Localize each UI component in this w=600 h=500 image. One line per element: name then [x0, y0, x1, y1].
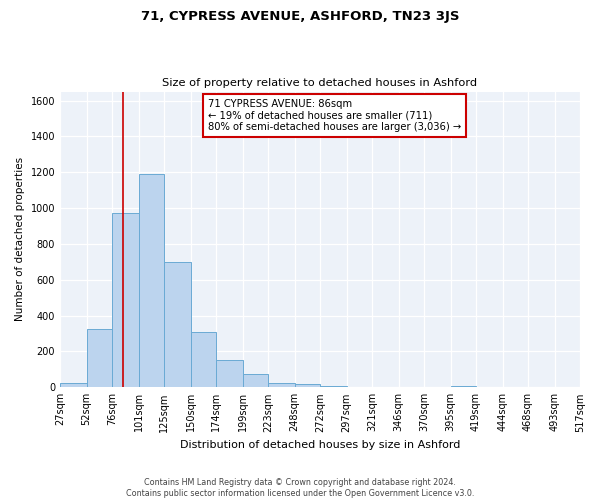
Bar	[139, 174, 164, 388]
Bar	[86, 329, 112, 388]
Title: Size of property relative to detached houses in Ashford: Size of property relative to detached ho…	[163, 78, 478, 88]
Bar	[268, 383, 295, 388]
Bar	[242, 374, 268, 388]
Bar	[60, 383, 86, 388]
Bar	[216, 360, 242, 388]
Bar	[112, 214, 139, 388]
Bar	[164, 262, 191, 388]
Y-axis label: Number of detached properties: Number of detached properties	[15, 158, 25, 322]
Text: Contains HM Land Registry data © Crown copyright and database right 2024.
Contai: Contains HM Land Registry data © Crown c…	[126, 478, 474, 498]
X-axis label: Distribution of detached houses by size in Ashford: Distribution of detached houses by size …	[180, 440, 460, 450]
Bar	[191, 332, 216, 388]
Bar	[320, 386, 347, 388]
Text: 71, CYPRESS AVENUE, ASHFORD, TN23 3JS: 71, CYPRESS AVENUE, ASHFORD, TN23 3JS	[141, 10, 459, 23]
Bar	[580, 386, 600, 388]
Text: 71 CYPRESS AVENUE: 86sqm
← 19% of detached houses are smaller (711)
80% of semi-: 71 CYPRESS AVENUE: 86sqm ← 19% of detach…	[208, 99, 461, 132]
Bar	[295, 384, 320, 388]
Bar	[451, 386, 476, 388]
